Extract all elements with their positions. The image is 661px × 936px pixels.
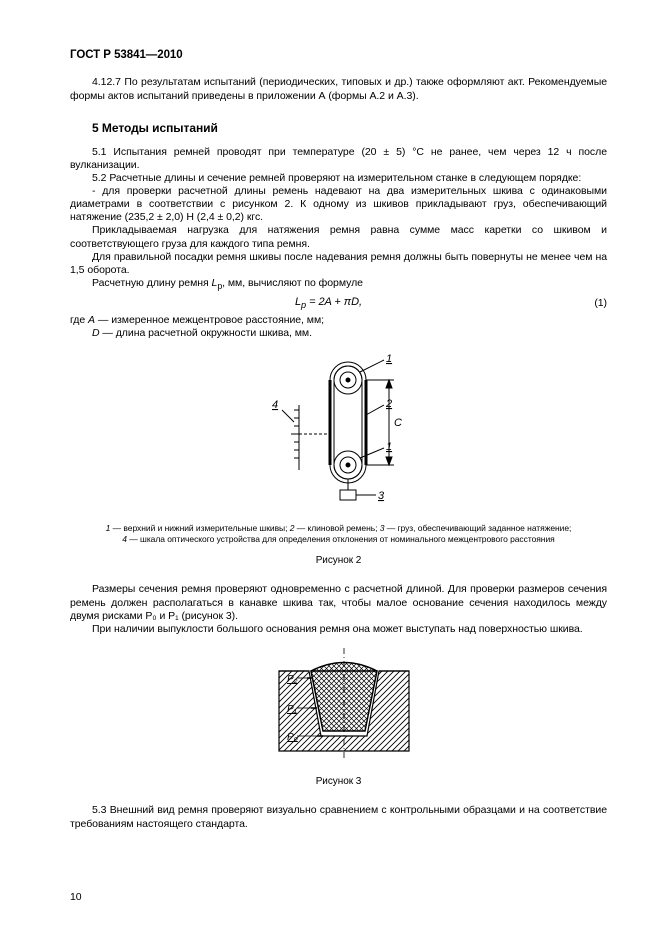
text-run: Расчетную длину ремня xyxy=(92,277,212,289)
svg-text:P₂: P₂ xyxy=(287,674,298,685)
sym-A: A xyxy=(88,314,95,326)
cap-txt: — верхний и нижний измерительные шкивы; xyxy=(110,523,289,533)
figure-3: P₂ P₁ P₀ xyxy=(70,646,607,766)
paragraph-5-1: 5.1 Испытания ремней проводят при темпер… xyxy=(70,146,607,172)
svg-text:1: 1 xyxy=(386,353,392,365)
svg-text:2: 2 xyxy=(385,398,392,410)
paragraph-4-12-7: 4.12.7 По результатам испытаний (периоди… xyxy=(70,76,607,102)
svg-text:P₁: P₁ xyxy=(287,704,297,715)
svg-text:P₀: P₀ xyxy=(287,732,298,743)
figure-2: 1 2 1 3 4 C xyxy=(70,350,607,515)
where-D: D — длина расчетной окружности шкива, мм… xyxy=(70,327,607,340)
figure-2-label: Рисунок 2 xyxy=(70,555,607,568)
figure-2-svg: 1 2 1 3 4 C xyxy=(244,350,434,515)
page-number: 10 xyxy=(70,891,82,904)
where-D-text: — длина расчетной окружности шкива, мм. xyxy=(100,327,312,339)
where-A: где A — измеренное межцентровое расстоян… xyxy=(70,314,607,327)
formula-1: Lр = 2A + πD, (1) xyxy=(70,296,607,312)
figure-2-caption: 1 — верхний и нижний измерительные шкивы… xyxy=(90,523,587,545)
paragraph-after-fig2-a: Размеры сечения ремня проверяют одноврем… xyxy=(70,583,607,622)
cap-txt: — груз, обеспечивающий заданное натяжени… xyxy=(384,523,571,533)
cap-txt: — клиновой ремень; xyxy=(294,523,379,533)
text-run: , мм, вычисляют по формуле xyxy=(222,277,363,289)
paragraph-5-2-length: Расчетную длину ремня Lр, мм, вычисляют … xyxy=(70,277,607,292)
paragraph-5-2-load: Прикладываемая нагрузка для натяжения ре… xyxy=(70,224,607,250)
document-header: ГОСТ Р 53841—2010 xyxy=(70,48,607,62)
page: ГОСТ Р 53841—2010 4.12.7 По результатам … xyxy=(0,0,661,936)
formula-expression: Lр = 2A + πD, xyxy=(70,296,587,312)
paragraph-5-2-rotate: Для правильной посадки ремня шкивы после… xyxy=(70,251,607,277)
svg-text:4: 4 xyxy=(272,399,278,411)
paragraph-5-2-dash: - для проверки расчетной длины ремень на… xyxy=(70,185,607,224)
sym-D: D xyxy=(92,327,100,339)
figure-3-svg: P₂ P₁ P₀ xyxy=(239,646,439,766)
paragraph-5-2-intro: 5.2 Расчетные длины и сечение ремней про… xyxy=(70,172,607,185)
svg-text:3: 3 xyxy=(378,490,385,502)
svg-text:C: C xyxy=(394,417,402,429)
formula-number: (1) xyxy=(587,297,607,310)
where-A-text: — измеренное межцентровое расстояние, мм… xyxy=(95,314,324,326)
paragraph-5-3: 5.3 Внешний вид ремня проверяют визуальн… xyxy=(70,804,607,830)
cap-txt: — шкала оптического устройства для опред… xyxy=(127,534,555,544)
figure-3-label: Рисунок 3 xyxy=(70,776,607,789)
paragraph-after-fig2-b: При наличии выпуклости большого основани… xyxy=(70,623,607,636)
svg-text:1: 1 xyxy=(386,441,392,453)
section-5-title: 5 Методы испытаний xyxy=(92,121,607,136)
